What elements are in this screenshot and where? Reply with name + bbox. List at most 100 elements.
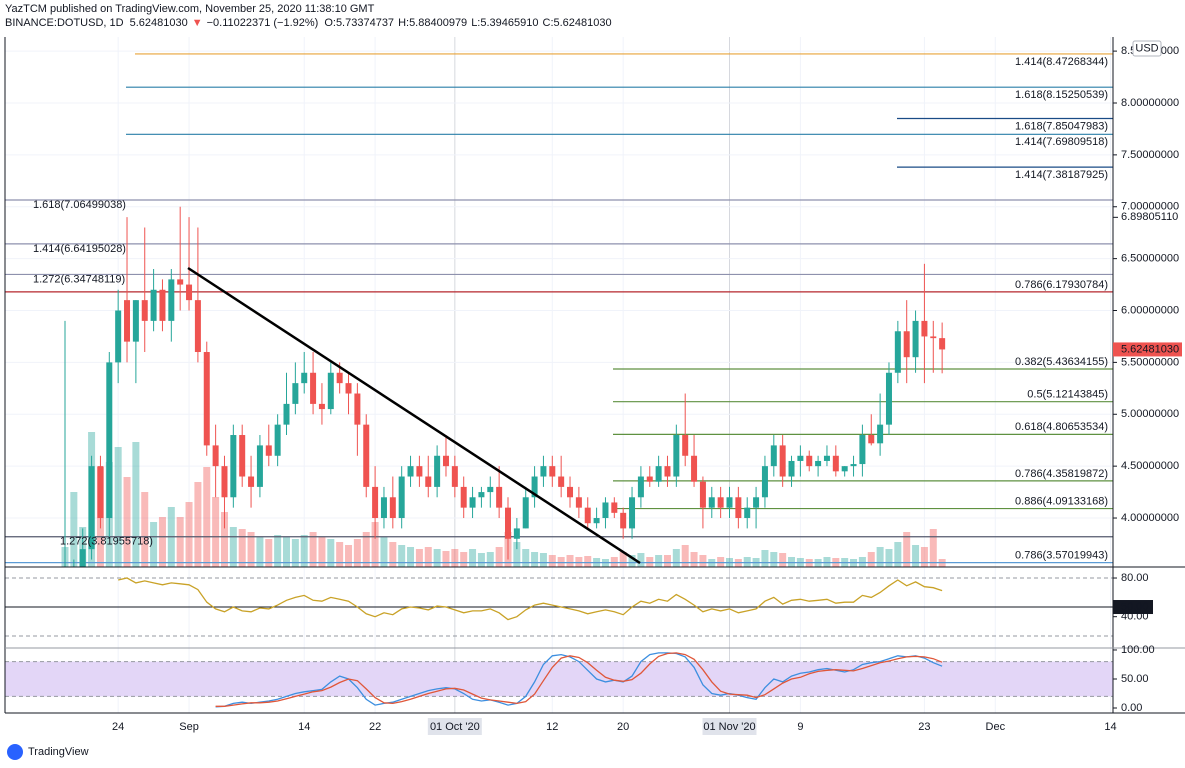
volume-bar xyxy=(823,557,831,567)
fib-level-label: 0.786(4.35819872) xyxy=(1015,468,1108,480)
candle-body xyxy=(97,466,104,519)
candle-body xyxy=(389,497,396,519)
candle-body xyxy=(194,300,201,353)
candle-body xyxy=(699,481,706,508)
x-tick-label: 22 xyxy=(369,721,381,733)
candle-body xyxy=(186,284,193,301)
candle-body xyxy=(487,486,494,493)
candle-body xyxy=(212,445,219,467)
candle-body xyxy=(753,497,760,508)
candle-body xyxy=(903,331,910,358)
candle-body xyxy=(283,403,290,425)
candle-body xyxy=(567,486,574,498)
brand: TradingView xyxy=(28,746,89,758)
volume-bar xyxy=(610,557,618,567)
volume-bar xyxy=(876,547,884,567)
volume-bar xyxy=(371,522,379,567)
candle-body xyxy=(930,336,937,339)
volume-bar xyxy=(70,492,78,567)
trend-line xyxy=(187,266,641,565)
y-tick-label: 5.50000000 xyxy=(1121,356,1179,368)
candle-body xyxy=(868,435,875,444)
candle-body xyxy=(248,476,255,487)
volume-bar xyxy=(212,497,220,567)
x-tick-label: Dec xyxy=(986,721,1006,733)
fib-level-label: 1.618(8.15250539) xyxy=(1015,89,1108,101)
volume-bar xyxy=(141,492,149,567)
volume-bar xyxy=(362,532,370,567)
indicator-line xyxy=(215,652,943,708)
volume-bar xyxy=(477,553,485,567)
y-tick-label: 6.00000000 xyxy=(1121,304,1179,316)
candle-body xyxy=(363,424,370,487)
volume-bar xyxy=(858,557,866,567)
candle-body xyxy=(823,455,830,461)
candle-body xyxy=(239,435,246,477)
volume-bar xyxy=(743,557,751,567)
y-tick-label: 0.00 xyxy=(1121,702,1142,714)
candle-body xyxy=(141,300,148,321)
candle-body xyxy=(425,476,432,487)
candle-body xyxy=(637,476,644,498)
ohlc-key: L: xyxy=(471,17,480,29)
candle-body xyxy=(230,435,237,498)
candle-body xyxy=(850,464,857,467)
x-tick-label: Sep xyxy=(179,721,199,733)
candle-body xyxy=(505,507,511,539)
candle-body xyxy=(106,362,113,519)
fib-level-label: 1.414(6.64195028) xyxy=(33,243,126,255)
candle-body xyxy=(150,289,157,321)
candle-body xyxy=(79,549,86,567)
fib-level-label: 0.382(5.43634155) xyxy=(1015,356,1108,368)
candle-body xyxy=(221,466,228,498)
x-label-box xyxy=(702,718,757,735)
x-tick-label: 01 Oct '20 xyxy=(430,721,480,733)
candle-body xyxy=(673,435,680,477)
fib-level-label: 1.618(7.06499038) xyxy=(33,199,126,211)
volume-bar xyxy=(433,549,441,567)
candle-body xyxy=(575,497,582,508)
candle-body xyxy=(372,486,379,519)
candle-body xyxy=(664,466,671,477)
candle-body xyxy=(593,518,600,524)
ohlc-key: H: xyxy=(398,17,409,29)
symbol: BINANCE:DOTUSD, 1D xyxy=(5,17,124,29)
volume-bar xyxy=(699,555,707,567)
volume-bar xyxy=(903,532,911,567)
ohlc-key: C: xyxy=(543,17,554,29)
ohlc-value: 5.62481030 xyxy=(554,17,612,29)
volume-bar xyxy=(380,537,388,567)
candle-body xyxy=(708,497,715,508)
volume-bar xyxy=(451,549,459,567)
ohlc-value: 5.73374737 xyxy=(336,17,394,29)
candle-body xyxy=(877,424,884,444)
candle-body xyxy=(345,383,352,394)
volume-bar xyxy=(770,552,778,567)
volume-bar xyxy=(912,545,920,567)
candle-body xyxy=(301,372,308,384)
candle-body xyxy=(885,372,892,425)
volume-bar xyxy=(283,537,290,567)
candle-body xyxy=(832,455,839,472)
candle-body xyxy=(540,466,547,477)
volume-bar xyxy=(867,552,875,567)
fib-level-label: 0.786(3.57019943) xyxy=(1015,550,1108,562)
y-tick-label: 7.50000000 xyxy=(1121,149,1179,161)
candle-body xyxy=(159,289,166,321)
fib-level-label: 0.5(5.12143845) xyxy=(1027,389,1108,401)
volume-bar xyxy=(327,539,335,567)
candle-body xyxy=(655,466,662,482)
fib-level-label: 1.272(3.81955718) xyxy=(60,536,153,548)
candle-body xyxy=(620,512,627,529)
volume-bar xyxy=(646,557,654,567)
candle-body xyxy=(469,497,476,508)
y-tick-label: 40.00 xyxy=(1121,611,1149,623)
fib-level-label: 1.414(7.38187925) xyxy=(1015,169,1108,181)
candle-body xyxy=(788,460,795,477)
volume-bar xyxy=(229,527,237,567)
x-tick-label: 01 Nov '20 xyxy=(703,721,755,733)
candle-body xyxy=(921,320,928,337)
candle-body xyxy=(310,372,317,404)
volume-bar xyxy=(398,545,406,567)
